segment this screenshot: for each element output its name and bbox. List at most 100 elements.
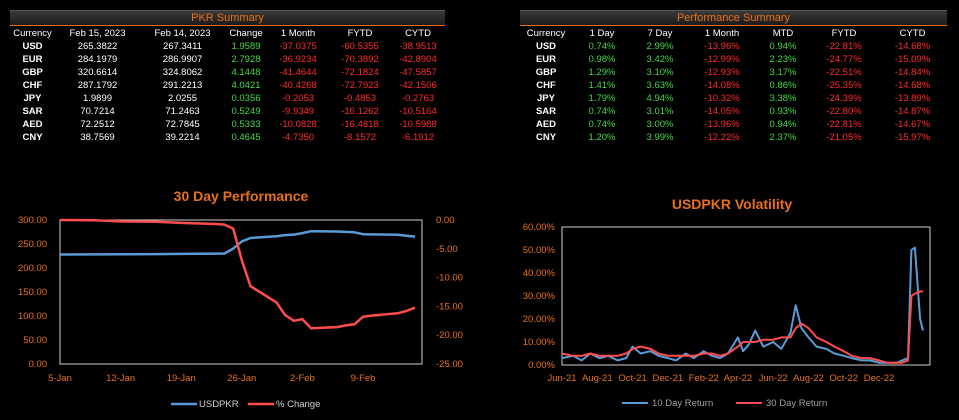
pkr-summary-table: Currency Feb 15, 2023 Feb 14, 2023 Change 1 … [10, 26, 445, 144]
currency-cell: JPY [537, 93, 555, 104]
currency-cell: AED [22, 119, 43, 130]
table-row: AED 72.2512 72.7845 0.5333 -10.0828 -16.4818 -… [10, 118, 445, 131]
value-cell: 72.2512 [80, 119, 115, 130]
value-cell: 3.42% [646, 54, 674, 65]
table-row: CNY 38.7569 39.2214 0.4645 -4.7350 -8.1572 -6.… [10, 131, 445, 144]
x-tick-label: Oct-21 [618, 373, 647, 384]
value-cell: 3.01% [646, 106, 674, 117]
y-tick-label: 40.00% [523, 268, 556, 279]
table-row: GBP 1.29% 3.10% -12.93% 3.17% -22.51% -14.84% [520, 66, 947, 79]
x-tick-label: 19-Jan [167, 373, 196, 384]
value-cell: 2.37% [769, 132, 797, 143]
column-header: CYTD [899, 27, 926, 39]
value-cell: -12.93% [704, 67, 740, 78]
y-tick-label-right: -15.00 [436, 301, 463, 312]
value-cell: -22.80% [826, 106, 862, 117]
table-row: EUR 0.98% 3.42% -12.99% 2.23% -24.77% -15.09% [520, 53, 947, 66]
value-cell: -47.5857 [399, 67, 437, 78]
pkr-summary-panel: PKR Summary Currency Feb 15, 2023 Feb 14, … [10, 10, 445, 144]
currency-cell: EUR [22, 54, 43, 65]
x-tick-label: Feb-22 [689, 373, 719, 384]
value-cell: -14.08% [704, 80, 740, 91]
y-tick-label-left: 100.00 [18, 311, 47, 322]
value-cell: -14.67% [894, 119, 931, 130]
y-tick-label-left: 50.00 [23, 335, 47, 346]
currency-cell: CHF [536, 80, 556, 91]
value-cell: 4.1448 [231, 67, 261, 78]
x-tick-label: Jun-22 [759, 373, 788, 384]
performance-summary-title: Performance Summary [520, 10, 947, 26]
value-cell: 4.94% [646, 93, 674, 104]
value-cell: 1.9589 [231, 41, 261, 52]
value-cell: 2.23% [769, 54, 797, 65]
value-cell: -42.8904 [399, 54, 437, 65]
value-cell: 4.0421 [231, 80, 261, 91]
plot-area [561, 226, 931, 366]
value-cell: 3.10% [646, 67, 674, 78]
value-cell: 1.79% [588, 93, 616, 104]
currency-cell: CHF [22, 80, 43, 91]
value-cell: 71.2463 [165, 106, 200, 117]
column-header: MTD [772, 27, 794, 39]
legend-label: USDPKR [199, 399, 239, 410]
column-header: Change [229, 27, 263, 39]
table-row: CNY 1.20% 3.99% -12.22% 2.37% -21.05% -15.97% [520, 131, 947, 144]
value-cell: -42.1506 [399, 80, 437, 91]
value-cell: 0.74% [588, 41, 616, 52]
column-header: Currency [526, 27, 566, 39]
chart-usdpkr-volatility: USDPKR Volatility 0.00% 10.00% 20.00% 30.00… [523, 196, 931, 409]
value-cell: -15.97% [894, 132, 931, 143]
value-cell: -36.9234 [279, 54, 317, 65]
value-cell: 3.17% [769, 67, 797, 78]
value-cell: -0.4853 [343, 93, 377, 104]
value-cell: -22.51% [826, 67, 862, 78]
value-cell: -0.2053 [281, 93, 315, 104]
x-tick-label: 5-Jan [48, 373, 72, 384]
value-cell: -12.22% [704, 132, 740, 143]
value-cell: -14.87% [894, 106, 931, 117]
table-row: SAR 0.74% 3.01% -14.05% 0.93% -22.80% -14.87% [520, 105, 947, 118]
column-header: FYTD [831, 27, 857, 39]
performance-summary-table: Currency 1 Day 7 Day 1 Month MTD FYTD CYTD USD… [520, 26, 947, 144]
value-cell: 0.98% [588, 54, 616, 65]
performance-summary-body: USD 0.74% 2.99% -13.96% 0.94% -22.81% -14.68% E… [520, 40, 947, 144]
value-cell: -70.3892 [341, 54, 379, 65]
value-cell: 1.9899 [82, 93, 113, 104]
x-tick-label: 12-Jan [106, 373, 135, 384]
column-header: 7 Day [647, 27, 673, 39]
x-tick-label: 2-Feb [290, 373, 315, 384]
value-cell: -41.4644 [279, 67, 317, 78]
value-cell: 0.93% [769, 106, 797, 117]
value-cell: -15.09% [894, 54, 931, 65]
value-cell: -4.7350 [281, 132, 315, 143]
x-tick-label: Dec-22 [864, 373, 895, 384]
series-line-30-day-return [561, 290, 923, 364]
value-cell: 267.3411 [163, 41, 202, 52]
table-row: SAR 70.7214 71.2463 0.5249 -9.9349 -16.1262 -1… [10, 105, 445, 118]
value-cell: -14.84% [894, 67, 931, 78]
table-row: JPY 1.79% 4.94% -10.32% 3.38% -24.39% -13.89% [520, 92, 947, 105]
value-cell: 38.7569 [80, 132, 115, 143]
value-cell: -14.68% [894, 41, 931, 52]
table-row: EUR 284.1979 286.9907 2.7928 -36.9234 -70.389… [10, 53, 445, 66]
value-cell: 3.63% [646, 80, 674, 91]
legend-label: 10 Day Return [652, 398, 713, 409]
currency-cell: USD [22, 41, 43, 52]
value-cell: -38.9513 [399, 41, 437, 52]
y-tick-label-left: 150.00 [18, 287, 47, 298]
value-cell: 3.00% [646, 119, 674, 130]
value-cell: 72.7845 [165, 119, 200, 130]
chart-title: USDPKR Volatility [672, 196, 793, 212]
y-tick-label: 20.00% [523, 314, 556, 325]
y-tick-label: 50.00% [523, 245, 556, 256]
performance-summary-panel: Performance Summary Currency 1 Day 7 Day 1 … [520, 10, 947, 144]
value-cell: 0.94% [769, 41, 797, 52]
pkr-summary-title: PKR Summary [10, 10, 445, 26]
value-cell: 287.1792 [77, 80, 118, 91]
legend-label: % Change [276, 399, 320, 410]
y-tick-label-left: 0.00 [29, 359, 48, 370]
column-header: FYTD [347, 27, 373, 39]
currency-cell: CNY [535, 132, 557, 143]
value-cell: 0.4645 [231, 132, 261, 143]
series-line-usdpkr [59, 229, 416, 256]
